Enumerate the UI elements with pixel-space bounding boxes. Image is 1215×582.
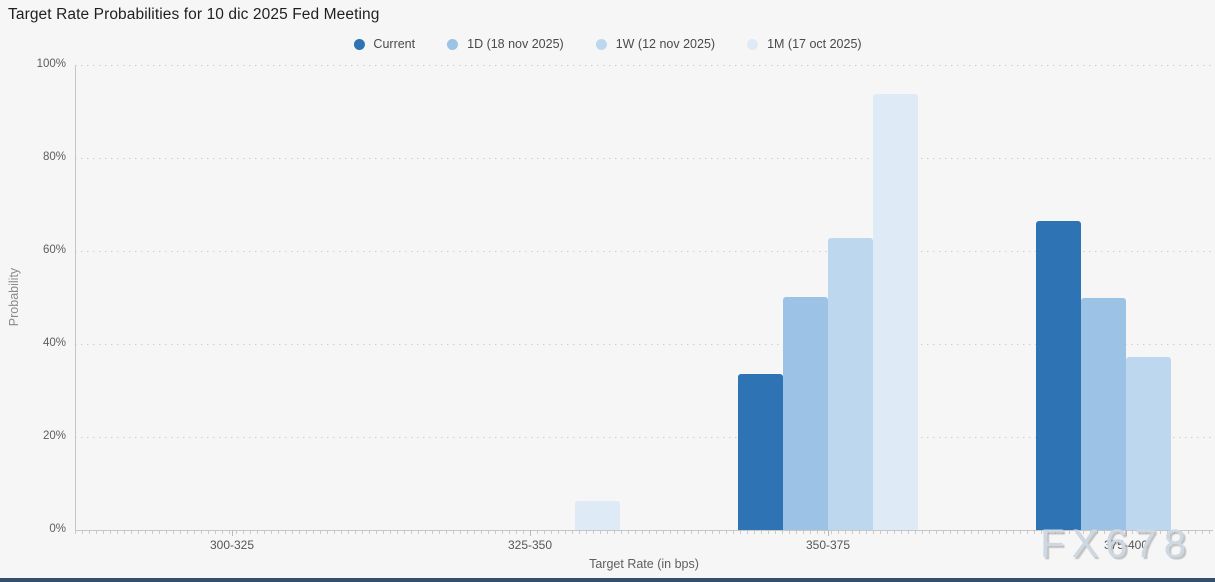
bar[interactable] [738, 374, 783, 530]
x-tick-label: 350-375 [805, 538, 851, 552]
y-tick-label: 40% [42, 337, 66, 349]
y-tick-label: 80% [42, 151, 66, 163]
bar[interactable] [1081, 298, 1126, 530]
gridline [75, 64, 1213, 66]
x-axis-major-tick [828, 530, 829, 536]
legend-label: 1D (18 nov 2025) [467, 37, 564, 51]
bar[interactable] [575, 500, 620, 530]
chart-legend: Current 1D (18 nov 2025) 1W (12 nov 2025) 1… [353, 37, 862, 51]
legend-item[interactable]: 1W (12 nov 2025) [595, 37, 716, 51]
legend-dot-icon [747, 38, 759, 50]
legend-dot-icon [353, 38, 365, 50]
x-axis-minor-ticks [75, 531, 1213, 534]
legend-item[interactable]: 1M (17 oct 2025) [747, 37, 862, 51]
x-axis-major-tick [530, 530, 531, 536]
y-tick-label: 100% [36, 58, 66, 70]
bottom-bar [0, 578, 1215, 582]
legend-item[interactable]: 1D (18 nov 2025) [447, 37, 564, 51]
y-axis-line [75, 65, 76, 530]
y-tick-label: 60% [42, 244, 66, 256]
bar[interactable] [873, 94, 918, 530]
y-tick-label: 0% [49, 523, 66, 535]
x-tick-label: 325-350 [507, 538, 553, 552]
gridline [75, 343, 1213, 345]
x-axis-major-tick [1126, 530, 1127, 536]
chart-title: Target Rate Probabilities for 10 dic 202… [8, 6, 380, 23]
gridline [75, 436, 1213, 438]
bar[interactable] [828, 237, 873, 530]
x-axis-line [75, 530, 1213, 531]
legend-label: 1W (12 nov 2025) [615, 37, 716, 51]
legend-label: Current [373, 37, 416, 51]
x-axis-major-tick [232, 530, 233, 536]
legend-dot-icon [447, 38, 459, 50]
legend-label: 1M (17 oct 2025) [767, 37, 862, 51]
y-tick-label: 20% [42, 430, 66, 442]
legend-item[interactable]: Current [353, 37, 415, 51]
legend-dot-icon [595, 38, 607, 50]
x-axis-title: Target Rate (in bps) [589, 557, 699, 571]
y-axis-title: Probability [7, 267, 21, 327]
x-tick-label: 375-400 [1103, 538, 1149, 552]
x-tick-label: 300-325 [209, 538, 255, 552]
bar[interactable] [783, 296, 828, 530]
bar[interactable] [1036, 220, 1081, 530]
bar[interactable] [1126, 357, 1171, 530]
gridline [75, 157, 1213, 159]
gridline [75, 250, 1213, 252]
